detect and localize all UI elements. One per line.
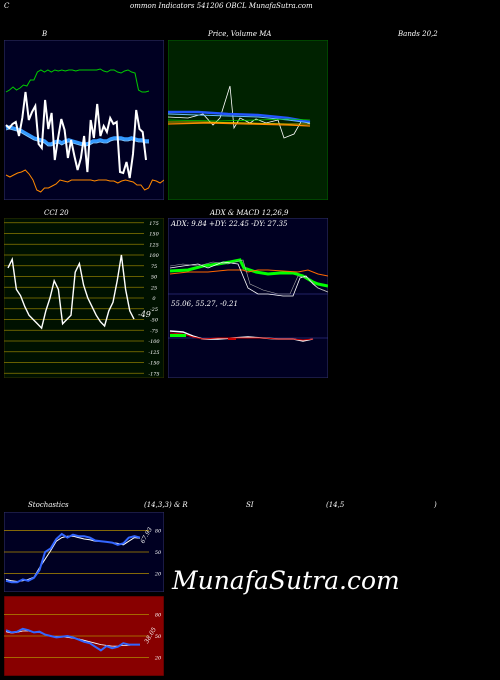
bb-middle-band — [5, 125, 149, 146]
stoch-tick-label: 50 — [155, 550, 162, 556]
bollinger-chart — [4, 40, 164, 200]
macd-hist-green — [170, 334, 186, 337]
bollinger-panel — [4, 40, 164, 200]
adx-macd-chart — [168, 218, 328, 378]
bb-price-line — [5, 91, 147, 179]
cci-tick-label: 150 — [149, 232, 159, 238]
bb-upper-band — [5, 68, 150, 93]
ma-green — [168, 118, 311, 122]
cci-tick-label: 25 — [150, 285, 157, 291]
stoch-tick-label: 80 — [155, 528, 162, 534]
rsi-line — [5, 627, 140, 652]
cci-tick-label: 100 — [149, 253, 159, 259]
cci-tick-label: -150 — [148, 361, 160, 367]
rsi-close-label: ) — [434, 501, 437, 509]
rsi-chart: 80 50 20 — [4, 596, 164, 676]
stoch-params-label: (14,3,3) & R — [144, 501, 188, 509]
cci-tick-label: 0 — [152, 296, 156, 302]
cci-tick-label: -100 — [148, 339, 160, 345]
ma-cyan — [168, 113, 311, 124]
cci-tick-label: 175 — [149, 221, 159, 227]
stoch-k-line — [5, 532, 141, 584]
ma-orange — [168, 122, 311, 127]
cci-tick-label: 75 — [151, 264, 157, 270]
cci-label: CCI 20 — [44, 209, 69, 217]
stoch-d-line — [5, 535, 141, 583]
price-volume-panel — [168, 40, 328, 200]
rsi-tick-label: 80 — [155, 612, 162, 618]
stoch-tick-label: 20 — [154, 572, 162, 578]
bb-middle-band-edge — [5, 128, 149, 147]
price-ma-label: Price, Volume MA — [208, 30, 272, 38]
cci-tick-label: -75 — [150, 328, 158, 334]
watermark: MunafaSutra.com — [172, 566, 400, 595]
adx-gray — [169, 259, 328, 295]
stoch-label: Stochastics — [28, 501, 69, 509]
rsi-panel: 80 50 20 — [4, 596, 164, 676]
stochastics-panel: 80 50 20 — [4, 512, 164, 592]
adx-macd-label: ADX & MACD 12,26,9 — [210, 209, 289, 217]
header-c: C — [4, 2, 10, 10]
cci-tick-label: 50 — [151, 275, 158, 281]
adx-macd-panel — [168, 218, 328, 378]
adx-minus-dy — [169, 269, 328, 277]
cci-tick-label: -25 — [150, 307, 158, 313]
ma-blue — [168, 110, 311, 124]
rsi-tick-label: 20 — [154, 656, 162, 662]
ma-yellow — [168, 121, 310, 125]
si-label: SI — [246, 501, 254, 509]
page-title: ommon Indicators 541206 OBCL MunafaSutra… — [130, 2, 313, 10]
macd-signal — [169, 332, 314, 341]
macd-hist-red — [228, 338, 236, 340]
cci-tick-label: 125 — [149, 242, 159, 248]
price-volume-chart — [168, 40, 328, 200]
cci-last-value: -49 — [138, 310, 151, 319]
adx-line — [169, 261, 328, 297]
rsi-params-label: (14,5 — [326, 501, 345, 509]
cci-tick-label: -50 — [150, 318, 159, 324]
macd-values: 55.06, 55.27, -0.21 — [171, 300, 238, 308]
cci-panel: 175 150 125 100 75 50 25 0 -25 -50 -75 -100 -125 -150… — [4, 218, 164, 378]
bb-label: B — [42, 30, 48, 38]
cci-line — [7, 254, 135, 330]
bands-label: Bands 20,2 — [398, 30, 438, 38]
stochastics-chart: 80 50 20 — [4, 512, 164, 592]
bb-lower-band — [5, 169, 164, 193]
cci-chart: 175 150 125 100 75 50 25 0 -25 -50 -75 -100 -125 -150… — [4, 218, 164, 378]
adx-values: ADX: 9.84 +DY: 22.45 -DY: 27.35 — [171, 220, 288, 228]
cci-tick-label: -175 — [148, 371, 159, 377]
cci-tick-label: -125 — [148, 350, 159, 356]
rsi-tick-label: 50 — [155, 634, 162, 640]
